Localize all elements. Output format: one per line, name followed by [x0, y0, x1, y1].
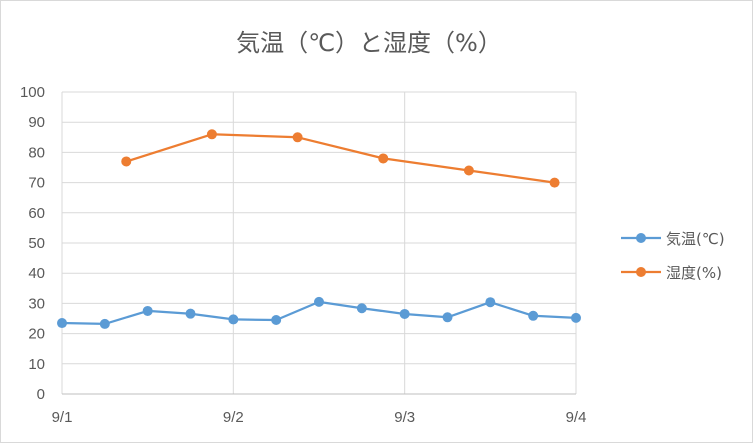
y-tick-label: 40: [28, 265, 45, 282]
data-point: [206, 129, 217, 140]
y-tick-label: 70: [28, 175, 45, 192]
x-tick-label: 9/4: [566, 409, 587, 426]
data-point: [463, 165, 474, 176]
legend-label: 湿度(%): [666, 264, 722, 282]
y-tick-label: 20: [28, 326, 45, 343]
y-tick-label: 10: [28, 356, 45, 373]
data-point: [121, 156, 132, 167]
legend-item: 気温(℃): [621, 230, 725, 248]
series-1: [57, 296, 581, 329]
y-tick-label: 100: [20, 84, 45, 101]
x-tick-label: 9/2: [223, 409, 244, 426]
data-point: [142, 305, 153, 316]
data-point: [228, 314, 239, 325]
y-tick-label: 60: [28, 205, 45, 222]
data-point: [399, 308, 410, 319]
legend-label: 気温(℃): [666, 230, 725, 248]
data-point: [356, 303, 367, 314]
y-tick-label: 80: [28, 144, 45, 161]
y-tick-label: 90: [28, 114, 45, 131]
data-point: [442, 312, 453, 323]
gridlines: [61, 91, 577, 394]
data-point: [271, 315, 282, 326]
y-tick-label: 30: [28, 295, 45, 312]
legend-swatch-marker: [636, 267, 646, 277]
chart-title: 気温（℃）と湿度（%）: [236, 29, 502, 57]
data-point: [378, 153, 389, 164]
x-tick-label: 9/1: [52, 409, 73, 426]
series-line: [125, 133, 555, 184]
y-tick-label: 0: [37, 386, 45, 403]
series-2: [121, 129, 560, 188]
data-point: [528, 310, 539, 321]
axes: 0 10 20 30 40 50 60 70 80 90 100 9/1 9/2 9/3 9/4: [20, 84, 586, 426]
data-point: [185, 308, 196, 319]
x-tick-label: 9/3: [394, 409, 415, 426]
data-point: [57, 318, 67, 329]
data-point: [314, 296, 324, 307]
data-point: [549, 177, 560, 188]
data-point: [485, 297, 496, 308]
y-tick-label: 50: [28, 235, 45, 252]
data-point: [99, 318, 110, 329]
data-point: [292, 132, 303, 143]
legend: 気温(℃) 湿度(%): [621, 230, 725, 282]
legend-item: 湿度(%): [621, 264, 722, 282]
series: [57, 129, 581, 329]
data-point: [571, 312, 581, 323]
legend-swatch-marker: [636, 233, 646, 243]
